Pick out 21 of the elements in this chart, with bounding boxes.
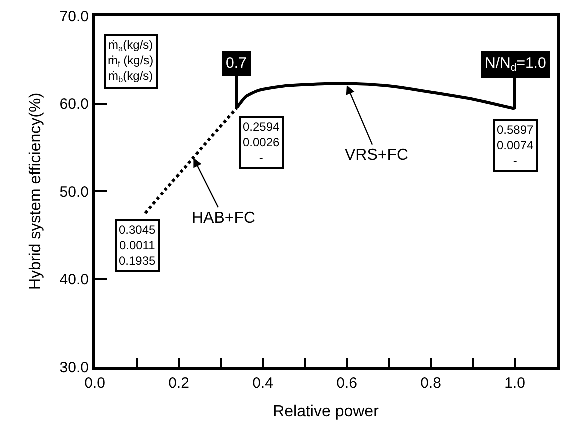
y-tick-label: 30.0 [60, 359, 89, 376]
text: ṁ$_{a}$(kg/s) ṁ$_{f}$ (kg/s) ṁ$_{b}$(kg/s) [108, 38, 154, 85]
annotation: HAB+FC [192, 210, 256, 227]
annotation: N/N$_{d}$=1.0 [485, 55, 546, 74]
y-tick-label: 70.0 [60, 8, 89, 26]
x-tick-label: 0.8 [420, 375, 442, 392]
annotation: 0.3045 0.0011 0.1935 [119, 223, 156, 268]
annotation: 0.7 [226, 55, 247, 72]
x-tick-label: 0.2 [168, 375, 190, 392]
y-tick-label: 50.0 [60, 184, 89, 201]
x-tick-label: 1.0 [504, 375, 526, 392]
annotation: 0.2594 0.0026 - [243, 120, 280, 166]
x-tick-label: 0.0 [84, 375, 106, 392]
annotation: 0.5897 0.0074 - [497, 123, 534, 168]
y-tick-label: 40.0 [60, 272, 89, 288]
y-tick-label: 60.0 [60, 96, 89, 113]
y-axis-title: Hybrid system efficiency(%) [28, 92, 45, 290]
x-tick-label: 0.6 [336, 375, 358, 392]
x-tick-label: 0.4 [252, 375, 274, 392]
x-axis-title: Relative power [273, 404, 380, 421]
annotation: VRS+FC [345, 147, 409, 164]
